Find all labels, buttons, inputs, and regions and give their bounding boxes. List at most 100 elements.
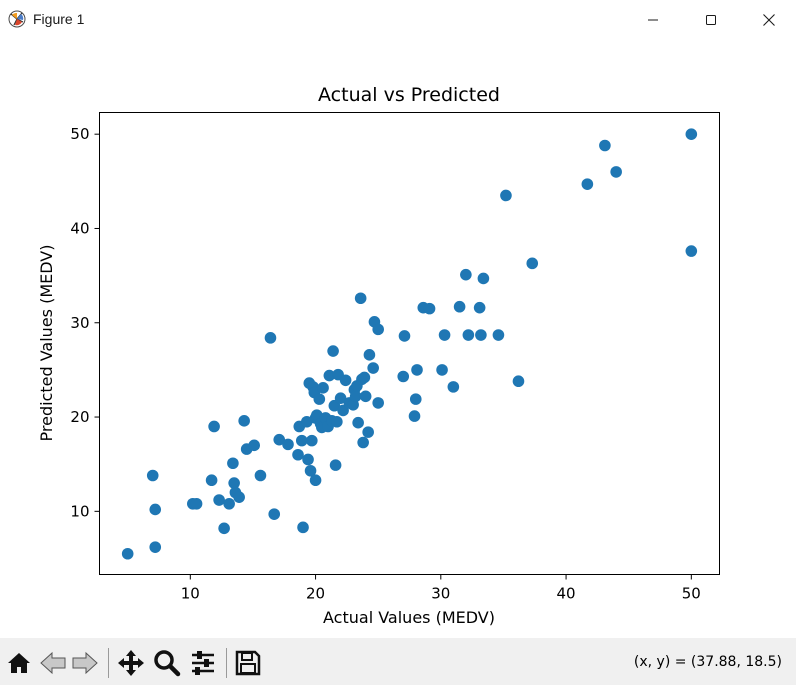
data-point	[599, 139, 611, 152]
maximize-button[interactable]	[682, 0, 740, 40]
window-title: Figure 1	[33, 11, 85, 27]
forward-icon	[72, 651, 98, 675]
x-axis: 10 20 30 40 50	[181, 574, 701, 603]
data-point	[309, 474, 322, 487]
data-point	[317, 382, 329, 394]
data-point	[411, 364, 423, 376]
data-point	[447, 381, 460, 393]
data-point	[329, 459, 342, 471]
x-axis-label: Actual Values (MEDV)	[323, 608, 495, 627]
data-point	[685, 128, 698, 140]
data-point	[213, 494, 225, 506]
figure-canvas[interactable]: Actual vs Predicted 10 20 30 40 50 10 20 30 40 5…	[0, 40, 796, 638]
data-point	[453, 300, 466, 313]
data-point	[460, 268, 472, 281]
data-point	[121, 547, 134, 560]
data-point	[146, 469, 159, 482]
chart-title: Actual vs Predicted	[318, 84, 500, 106]
data-point	[304, 464, 317, 477]
data-point	[233, 491, 245, 503]
maximize-icon	[706, 15, 716, 25]
y-tick-label: 20	[70, 408, 89, 426]
data-point	[397, 370, 410, 383]
data-point	[254, 469, 267, 482]
data-point	[358, 371, 371, 384]
scatter-chart: Actual vs Predicted 10 20 30 40 50 10 20 30 40 5…	[37, 84, 720, 627]
data-point	[292, 448, 304, 461]
data-point	[205, 474, 218, 487]
data-point	[149, 503, 162, 516]
y-axis-label: Predicted Values (MEDV)	[37, 245, 56, 442]
data-point	[367, 362, 379, 374]
cursor-coordinates: (x, y) = (37.88, 18.5)	[633, 654, 782, 670]
app-icon	[8, 10, 26, 28]
data-point	[372, 397, 384, 409]
data-point	[313, 393, 326, 405]
data-point	[300, 415, 313, 428]
minimize-icon	[648, 19, 658, 21]
data-point	[436, 364, 448, 376]
data-point	[352, 416, 364, 429]
data-point	[408, 410, 421, 422]
data-point	[218, 522, 230, 535]
x-tick-label: 20	[306, 585, 325, 603]
y-tick-label: 30	[70, 314, 89, 332]
configure-subplots-icon	[192, 651, 214, 675]
data-point	[223, 497, 235, 510]
back-button[interactable]	[38, 648, 68, 678]
data-point	[268, 508, 281, 520]
x-tick-label: 40	[557, 585, 576, 603]
home-icon	[8, 653, 30, 673]
save-icon	[235, 650, 261, 676]
x-tick-label: 30	[431, 585, 450, 603]
data-point	[492, 329, 505, 341]
forward-button[interactable]	[70, 648, 100, 678]
data-point	[238, 415, 250, 427]
data-point	[327, 345, 339, 357]
data-point	[302, 453, 314, 466]
pan-icon	[118, 650, 144, 676]
y-tick-label: 50	[70, 125, 89, 143]
data-point	[363, 349, 376, 361]
data-point	[398, 330, 411, 342]
zoom-button[interactable]	[152, 648, 182, 678]
back-icon	[40, 651, 66, 675]
data-point	[409, 393, 422, 405]
plot-frame	[99, 112, 720, 575]
minimize-button[interactable]	[624, 0, 682, 40]
toolbar-separator	[226, 648, 227, 678]
save-button[interactable]	[233, 648, 263, 678]
home-button[interactable]	[4, 648, 34, 678]
data-point	[331, 415, 343, 428]
navigation-toolbar: (x, y) = (37.88, 18.5)	[0, 638, 796, 685]
pan-button[interactable]	[116, 648, 146, 678]
data-point	[273, 433, 286, 446]
data-point	[306, 434, 318, 447]
data-point	[372, 323, 384, 336]
data-point	[500, 189, 512, 202]
close-button[interactable]	[740, 0, 796, 40]
data-point	[362, 426, 374, 438]
toolbar-separator	[108, 648, 109, 678]
x-tick-label: 50	[682, 585, 701, 603]
close-icon	[763, 14, 775, 26]
x-tick-label: 10	[181, 585, 200, 603]
data-point	[438, 329, 451, 341]
configure-subplots-button[interactable]	[188, 648, 218, 678]
data-point	[323, 369, 336, 382]
data-point	[477, 272, 490, 285]
data-point	[357, 436, 369, 449]
data-point	[248, 439, 260, 452]
data-point	[354, 292, 367, 305]
title-bar: Figure 1	[0, 0, 796, 40]
data-point	[475, 329, 487, 341]
zoom-icon	[154, 650, 181, 677]
data-point	[462, 329, 475, 341]
data-points	[121, 128, 698, 560]
data-point	[685, 245, 698, 257]
data-point	[423, 302, 436, 315]
data-point	[581, 178, 594, 190]
data-point	[339, 374, 352, 387]
data-point	[349, 390, 362, 403]
